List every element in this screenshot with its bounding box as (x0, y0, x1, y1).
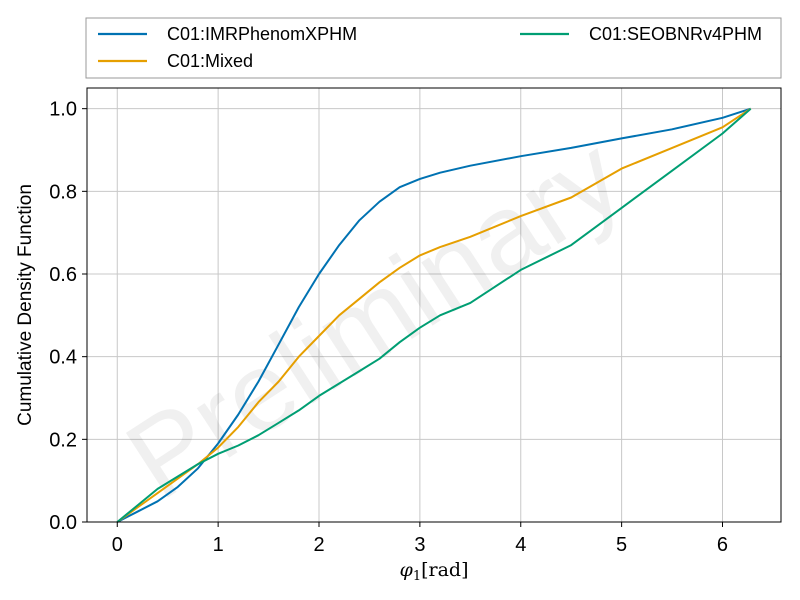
legend: C01:IMRPhenomXPHM C01:Mixed C01:SEOBNRv4… (85, 17, 782, 79)
plot-frame (86, 87, 782, 523)
series-line-seobnrv4phm (116, 107, 752, 523)
legend-label-imrphenomxphm: C01:IMRPhenomXPHM (167, 24, 357, 44)
grid (87, 88, 781, 523)
x-tick-label: 5 (616, 534, 627, 556)
x-axis-unit: [rad] (421, 559, 468, 581)
series-group (116, 107, 752, 523)
x-axis-subscript: 1 (413, 569, 421, 584)
legend-label-mixed: C01:Mixed (167, 51, 253, 71)
y-tick-label: 0.0 (49, 512, 77, 534)
legend-frame (85, 17, 782, 79)
y-axis-label: Cumulative Density Function (15, 184, 36, 426)
y-tick-label: 0.4 (49, 347, 77, 369)
x-axis-symbol: φ (400, 559, 414, 581)
legend-label-seobnrv4phm: C01:SEOBNRv4PHM (589, 24, 762, 44)
x-tick-label: 4 (515, 534, 526, 556)
y-tick-label: 1.0 (49, 99, 77, 121)
ticks: 0 1 2 3 4 5 6 0.0 0.2 0.4 0.6 0.8 1.0 (49, 99, 728, 556)
y-tick-label: 0.2 (49, 429, 77, 451)
x-tick-label: 6 (717, 534, 728, 556)
watermark: Preliminary (105, 113, 643, 523)
x-tick-label: 3 (414, 534, 425, 556)
x-tick-label: 0 (112, 534, 123, 556)
x-tick-label: 2 (313, 534, 324, 556)
y-tick-label: 0.6 (49, 264, 77, 286)
series-line-imrphenomxphm (116, 107, 752, 523)
x-tick-label: 1 (213, 534, 224, 556)
y-tick-label: 0.8 (49, 181, 77, 203)
x-axis-label: φ1[rad] (400, 559, 469, 584)
